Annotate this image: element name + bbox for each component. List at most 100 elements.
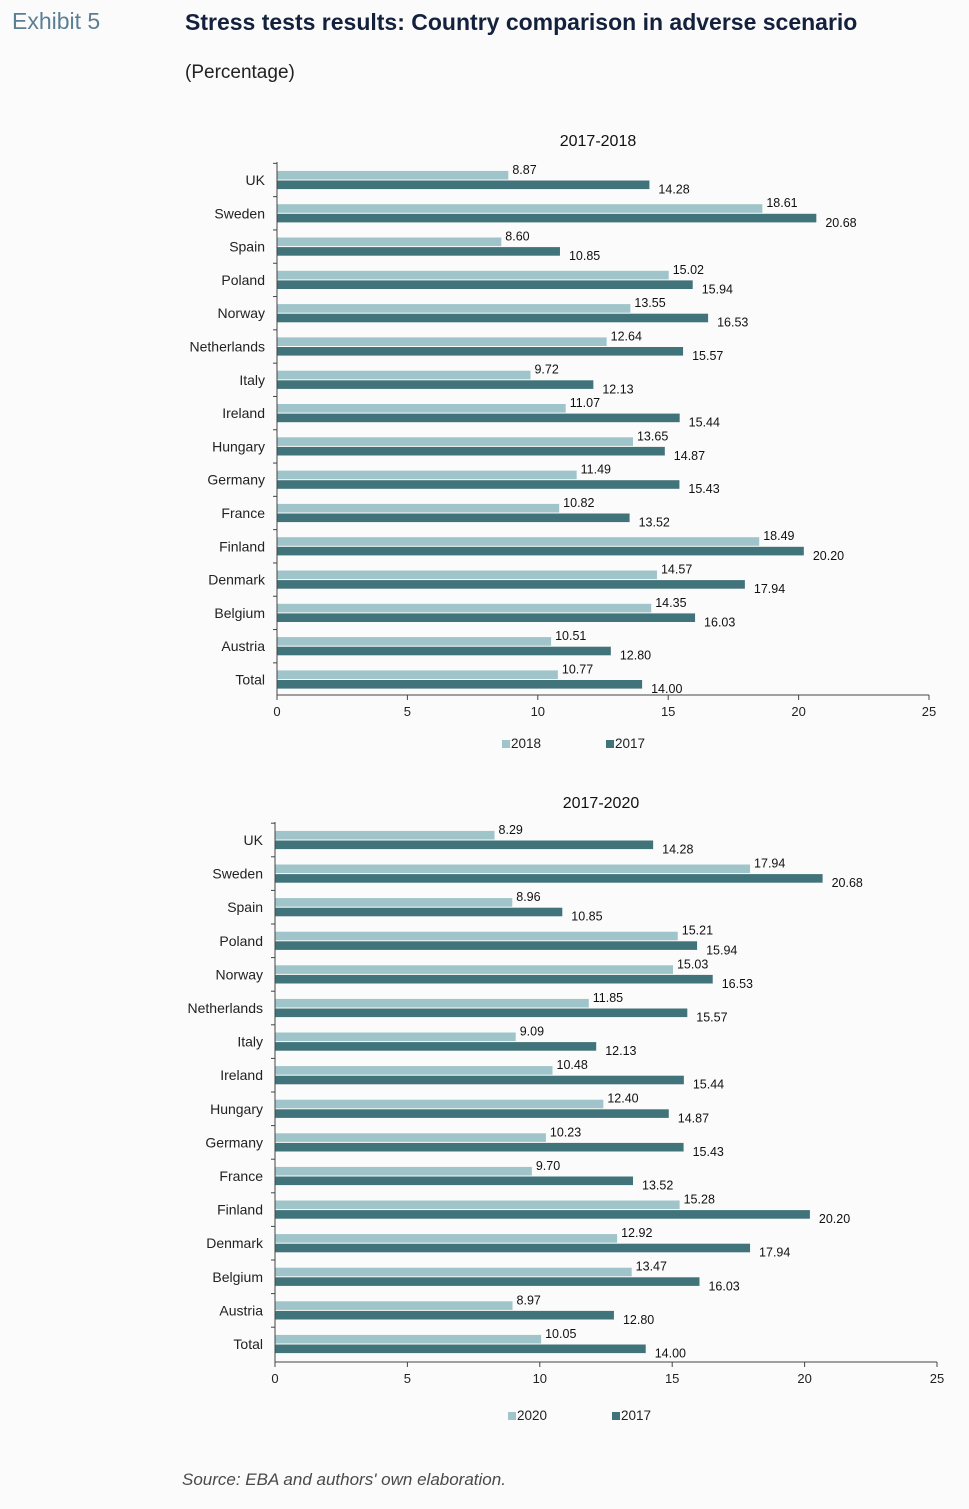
legend-label: 2017 — [621, 1408, 651, 1423]
data-label: 10.77 — [562, 662, 593, 676]
data-label: 9.72 — [534, 363, 558, 377]
data-label: 10.82 — [563, 496, 594, 510]
x-tick-label: 20 — [797, 1371, 811, 1386]
data-label: 17.94 — [754, 582, 785, 596]
data-label: 16.53 — [722, 977, 753, 991]
chart-title: 2017-2020 — [563, 795, 640, 812]
category-label: France — [221, 505, 265, 521]
bar-2017 — [277, 580, 745, 589]
x-tick-label: 0 — [273, 704, 280, 719]
legend-label: 2020 — [517, 1408, 547, 1423]
data-label: 15.43 — [688, 482, 719, 496]
data-label: 13.52 — [639, 516, 670, 530]
bar-2020 — [275, 1234, 618, 1243]
bar-2020 — [275, 965, 673, 974]
data-label: 15.94 — [706, 943, 737, 957]
bar-2017 — [275, 1109, 669, 1118]
bar-2018 — [277, 637, 552, 646]
bar-2017 — [275, 1176, 634, 1186]
bar-2018 — [277, 270, 669, 280]
data-label: 8.96 — [516, 890, 540, 904]
data-label: 13.52 — [642, 1179, 673, 1193]
data-label: 15.44 — [693, 1078, 724, 1092]
bar-2017 — [277, 213, 817, 223]
data-label: 10.23 — [550, 1125, 581, 1139]
data-label: 20.20 — [813, 549, 844, 563]
bar-2020 — [275, 1032, 516, 1042]
legend-swatch-2020 — [508, 1412, 516, 1420]
bar-2018 — [277, 204, 763, 213]
data-label: 15.43 — [693, 1145, 724, 1159]
data-label: 17.94 — [759, 1246, 790, 1260]
bar-2018 — [277, 537, 760, 546]
bar-2017 — [277, 247, 560, 256]
category-label: Norway — [216, 966, 263, 982]
data-label: 16.03 — [704, 615, 735, 629]
data-label: 16.53 — [717, 316, 748, 330]
bar-2017 — [275, 1042, 597, 1051]
bar-2017 — [277, 347, 684, 356]
data-label: 17.94 — [754, 857, 785, 871]
bar-2020 — [275, 1200, 680, 1210]
bar-2017 — [277, 480, 680, 489]
legend-swatch-2017 — [612, 1412, 620, 1420]
category-label: Finland — [219, 538, 265, 554]
bar-2017 — [277, 680, 643, 689]
category-label: Total — [235, 672, 265, 688]
category-label: UK — [244, 832, 264, 848]
bar-2020 — [275, 1133, 546, 1142]
bar-2017 — [277, 380, 594, 389]
data-label: 14.28 — [662, 843, 693, 857]
category-label: Sweden — [214, 205, 265, 221]
bar-2017 — [275, 1008, 688, 1018]
category-label: Finland — [217, 1202, 263, 1218]
legend-label: 2018 — [511, 736, 541, 751]
data-label: 10.48 — [557, 1058, 588, 1072]
bar-2017 — [277, 513, 630, 523]
bar-2017 — [277, 546, 804, 556]
data-label: 16.03 — [708, 1279, 739, 1293]
category-label: Hungary — [212, 438, 265, 454]
bar-2018 — [277, 503, 560, 513]
data-label: 14.87 — [674, 449, 705, 463]
category-label: Austria — [219, 1302, 263, 1318]
bar-2018 — [277, 237, 502, 247]
category-label: Total — [233, 1336, 263, 1352]
bar-2017 — [275, 974, 713, 984]
page-title: Stress tests results: Country comparison… — [185, 9, 858, 35]
bar-2017 — [275, 1210, 810, 1219]
data-label: 13.55 — [634, 296, 665, 310]
data-label: 15.03 — [677, 957, 708, 971]
data-label: 11.85 — [593, 991, 623, 1005]
data-label: 20.68 — [825, 216, 856, 230]
bar-2017 — [275, 1142, 684, 1152]
bar-2020 — [275, 1166, 532, 1176]
bar-2020 — [275, 1301, 513, 1310]
bar-2017 — [275, 874, 823, 883]
data-label: 12.40 — [607, 1092, 638, 1106]
data-label: 15.57 — [692, 349, 723, 363]
legend-swatch-2017 — [606, 740, 614, 748]
bar-2020 — [275, 898, 513, 907]
category-label: Poland — [219, 933, 263, 949]
bar-2020 — [275, 1267, 632, 1277]
bar-2017 — [275, 1075, 684, 1085]
bar-2017 — [277, 413, 680, 423]
legend-swatch-2018 — [502, 740, 510, 748]
bar-2018 — [277, 404, 566, 413]
bar-2020 — [275, 998, 589, 1008]
category-label: Spain — [227, 899, 263, 915]
data-label: 14.28 — [658, 183, 689, 197]
data-label: 15.21 — [682, 924, 713, 938]
bar-2017 — [275, 1277, 700, 1286]
bar-2020 — [275, 1066, 553, 1075]
bar-chart-2017-2020: 2017-2020 UK 8.29 14.28 Sweden 17.94 20.68 Spai… — [188, 795, 945, 1423]
data-label: 10.05 — [545, 1327, 576, 1341]
category-label: Germany — [207, 472, 265, 488]
data-label: 15.44 — [689, 416, 720, 430]
data-label: 18.61 — [766, 196, 797, 210]
category-label: Norway — [218, 305, 265, 321]
data-label: 12.13 — [605, 1044, 636, 1058]
bar-2020 — [275, 1099, 604, 1109]
data-label: 8.97 — [517, 1293, 541, 1307]
